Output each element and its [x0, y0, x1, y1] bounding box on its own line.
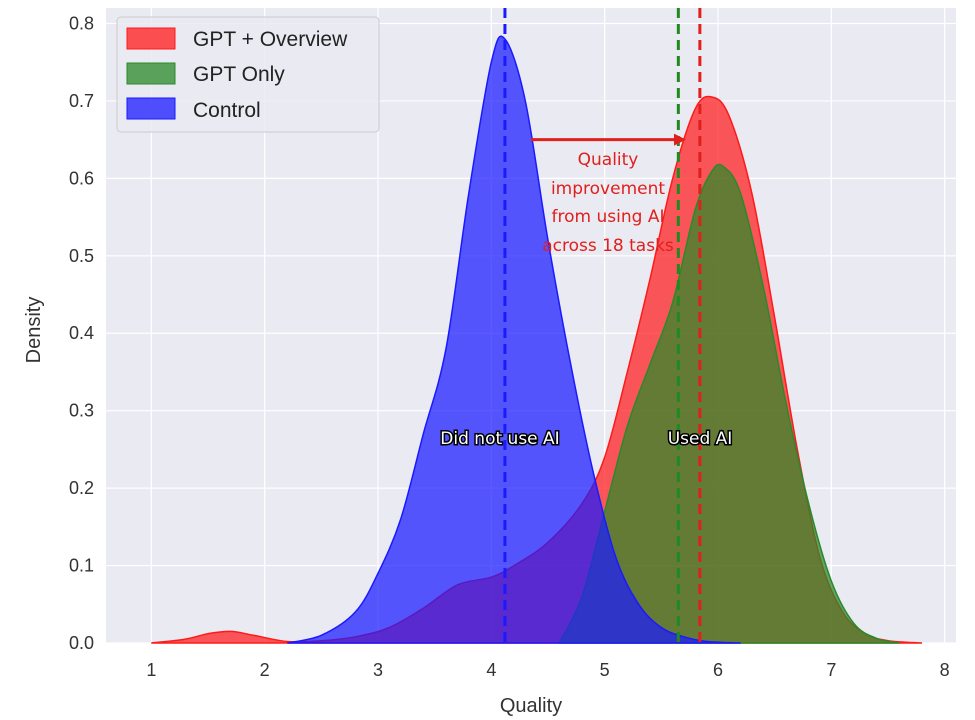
x-tick-label: 2 [260, 660, 270, 680]
x-tick-label: 6 [713, 660, 723, 680]
density-area-control [287, 35, 741, 644]
y-tick-label: 0.8 [69, 13, 94, 33]
x-tick-label: 4 [486, 660, 496, 680]
density-area-gpt-only [558, 163, 900, 644]
legend-box [116, 16, 380, 133]
legend-label-gpt-overview: GPT + Overview [193, 28, 348, 51]
improvement-text-line-1: Quality [578, 150, 639, 170]
used-ai-label: Used AI [668, 429, 733, 449]
y-axis-label: Density [23, 297, 45, 364]
legend-swatch-gpt-overview [126, 27, 176, 50]
x-tick-label: 8 [940, 660, 950, 680]
y-tick-label: 0.1 [69, 556, 94, 576]
x-axis-label: Quality [500, 695, 562, 717]
legend-swatch-control [126, 97, 176, 120]
y-tick-label: 0.2 [69, 478, 94, 498]
x-tick-label: 3 [373, 660, 383, 680]
improvement-text-line-4: across 18 tasks [542, 236, 674, 256]
mean-lines [503, 8, 702, 643]
density-areas [151, 35, 923, 644]
improvement-annotation: Quality improvement from using AI across… [531, 133, 686, 256]
y-tick-label: 0.3 [69, 401, 94, 421]
legend-label-control: Control [193, 99, 261, 122]
y-tick-label: 0.7 [69, 91, 94, 111]
y-axis-ticks: 0.0 0.1 0.2 0.3 0.4 0.5 0.6 0.7 0.8 [69, 13, 94, 653]
y-tick-label: 0.0 [69, 633, 94, 653]
legend-swatch-gpt-only [126, 62, 176, 85]
y-tick-label: 0.4 [69, 323, 94, 343]
y-tick-label: 0.5 [69, 246, 94, 266]
legend: GPT + Overview GPT Only Control [116, 16, 380, 133]
did-not-use-ai-label: Did not use AI [440, 429, 559, 449]
x-tick-label: 1 [146, 660, 156, 680]
y-tick-label: 0.6 [69, 168, 94, 188]
legend-label-gpt-only: GPT Only [193, 63, 285, 86]
improvement-text-line-2: improvement [551, 179, 665, 199]
improvement-text-line-3: from using AI [552, 207, 665, 227]
x-axis-ticks: 1 2 3 4 5 6 7 8 [146, 660, 949, 680]
improvement-arrow-head [674, 133, 686, 146]
x-tick-label: 5 [600, 660, 610, 680]
x-tick-label: 7 [826, 660, 836, 680]
